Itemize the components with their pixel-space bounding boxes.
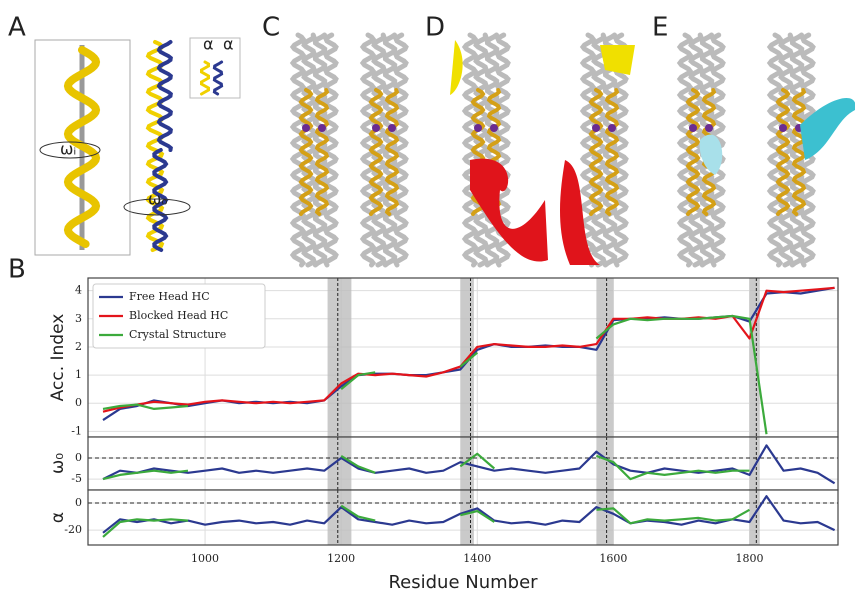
helix [384, 88, 400, 216]
annotation: ωᵢ [60, 140, 76, 159]
site [608, 124, 616, 132]
y-axis-label: Acc. Index [48, 314, 68, 402]
y-tick-label: 4 [75, 284, 82, 297]
density [800, 98, 855, 160]
y-tick-label: 0 [75, 396, 82, 409]
annotation: α [203, 35, 214, 54]
x-tick-label: 1600 [599, 552, 627, 565]
highlight-band [460, 490, 474, 545]
highlight-band [749, 437, 760, 490]
helix [368, 88, 384, 216]
site [372, 124, 380, 132]
panel-label: B [8, 255, 26, 285]
helix [145, 40, 165, 252]
highlight-band [596, 490, 614, 545]
x-tick-label: 1200 [327, 552, 355, 565]
y-tick-label: -5 [71, 472, 82, 485]
panel-label: D [425, 13, 445, 43]
helix [314, 88, 330, 216]
series-line [102, 452, 750, 481]
rotation [123, 198, 191, 216]
density [699, 134, 723, 175]
helix [63, 46, 101, 248]
inset-box [189, 37, 241, 99]
x-tick-label: 1400 [463, 552, 491, 565]
helix [613, 32, 629, 268]
rotation [39, 141, 101, 159]
y-tick-label: 1 [75, 368, 82, 381]
helix [588, 88, 604, 216]
site [689, 124, 697, 132]
helix [298, 88, 314, 216]
site [592, 124, 600, 132]
helix [473, 32, 489, 268]
y-tick-label: 3 [75, 312, 82, 325]
series-line [102, 495, 836, 534]
site [474, 124, 482, 132]
y-tick-label: 0 [75, 496, 82, 509]
legend-label: Free Head HC [129, 290, 210, 303]
helix [152, 148, 169, 252]
series-line [102, 314, 768, 435]
plot-frame [87, 489, 839, 546]
helix [156, 40, 173, 152]
site [388, 124, 396, 132]
y-axis-label: α [48, 512, 68, 523]
panel-label: A [8, 13, 26, 43]
x-tick-label: 1000 [191, 552, 219, 565]
helix [301, 32, 317, 268]
helix [688, 32, 704, 268]
helix [200, 60, 210, 96]
site [705, 124, 713, 132]
y-axis-label: ω₀ [48, 453, 68, 474]
helix [591, 32, 607, 268]
y-tick-label: 0 [75, 451, 82, 464]
legend [92, 283, 266, 349]
annotation: ωₒ [148, 190, 168, 209]
highlight-band [596, 278, 614, 437]
density [470, 158, 548, 262]
helix [775, 88, 791, 216]
site [490, 124, 498, 132]
helix [791, 88, 807, 216]
highlight-band [327, 278, 352, 437]
series-line [102, 504, 751, 538]
density [450, 40, 463, 95]
series-line [102, 444, 836, 485]
helix [212, 60, 224, 96]
site [302, 124, 310, 132]
site [318, 124, 326, 132]
highlight-band [327, 490, 352, 545]
y-tick-label: -20 [64, 523, 82, 536]
density [600, 45, 635, 75]
helix [323, 32, 339, 268]
panel-label: C [262, 13, 280, 43]
helix [371, 32, 387, 268]
helix [685, 88, 701, 216]
helix [393, 32, 409, 268]
panel-label: E [652, 13, 668, 43]
x-axis-label: Residue Number [388, 572, 538, 593]
y-tick-label: 2 [75, 340, 82, 353]
helix [778, 32, 794, 268]
highlight-band [327, 437, 352, 490]
y-tick-label: -1 [71, 424, 82, 437]
x-tick-label: 1800 [736, 552, 764, 565]
structure-images [34, 30, 855, 270]
annotation: α [223, 35, 234, 54]
legend-label: Crystal Structure [129, 328, 226, 341]
density [560, 160, 600, 265]
helix [604, 88, 620, 216]
highlight-band [749, 490, 760, 545]
highlight-band [596, 437, 614, 490]
legend-label: Blocked Head HC [129, 309, 228, 322]
site [779, 124, 787, 132]
